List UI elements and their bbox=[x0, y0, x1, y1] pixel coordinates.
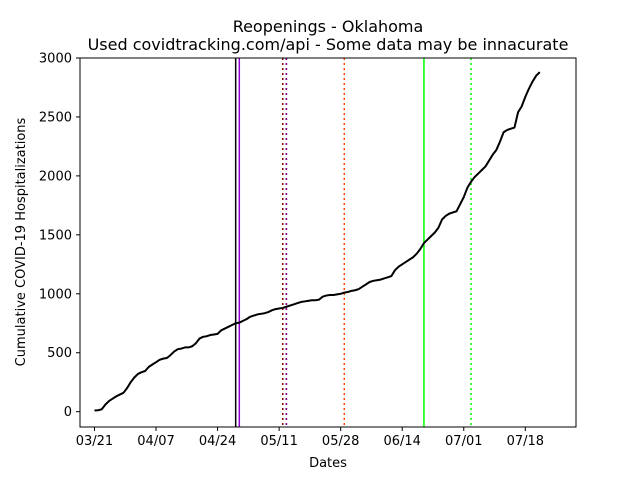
x-tick-label: 07/01 bbox=[445, 434, 482, 449]
chart-title: Reopenings - Oklahoma bbox=[233, 17, 424, 36]
x-tick-label: 03/21 bbox=[76, 434, 113, 449]
axes-frame bbox=[79, 57, 577, 428]
x-tick-label: 05/11 bbox=[260, 434, 297, 449]
x-tick-label: 04/07 bbox=[137, 434, 174, 449]
y-tick-label: 500 bbox=[47, 346, 72, 361]
y-tick-label: 1000 bbox=[39, 287, 72, 302]
x-axis-label: Dates bbox=[309, 456, 347, 471]
x-axis-ticks: 03/21 04/07 04/24 05/11 05/28 06/14 07/01 07/18 bbox=[76, 427, 544, 449]
x-tick-label: 04/24 bbox=[199, 434, 236, 449]
y-tick-label: 1500 bbox=[39, 228, 72, 243]
y-tick-label: 2000 bbox=[39, 169, 72, 184]
x-tick-label: 05/28 bbox=[322, 434, 359, 449]
y-axis-ticks: 0 500 1000 1500 2000 2500 3000 bbox=[39, 52, 80, 420]
y-axis-label: Cumulative COVID-19 Hospitalizations bbox=[14, 117, 29, 366]
y-tick-label: 0 bbox=[64, 405, 72, 420]
x-tick-label: 07/18 bbox=[507, 434, 544, 449]
x-tick-label: 06/14 bbox=[383, 434, 420, 449]
vertical-marker-lines bbox=[234, 58, 472, 427]
series-group bbox=[94, 71, 541, 412]
y-tick-label: 3000 bbox=[39, 52, 72, 67]
series-line bbox=[94, 71, 541, 412]
plot-area bbox=[79, 57, 577, 428]
chart-subtitle: Used covidtracking.com/api - Some data m… bbox=[88, 35, 569, 54]
y-tick-label: 2500 bbox=[39, 110, 72, 125]
